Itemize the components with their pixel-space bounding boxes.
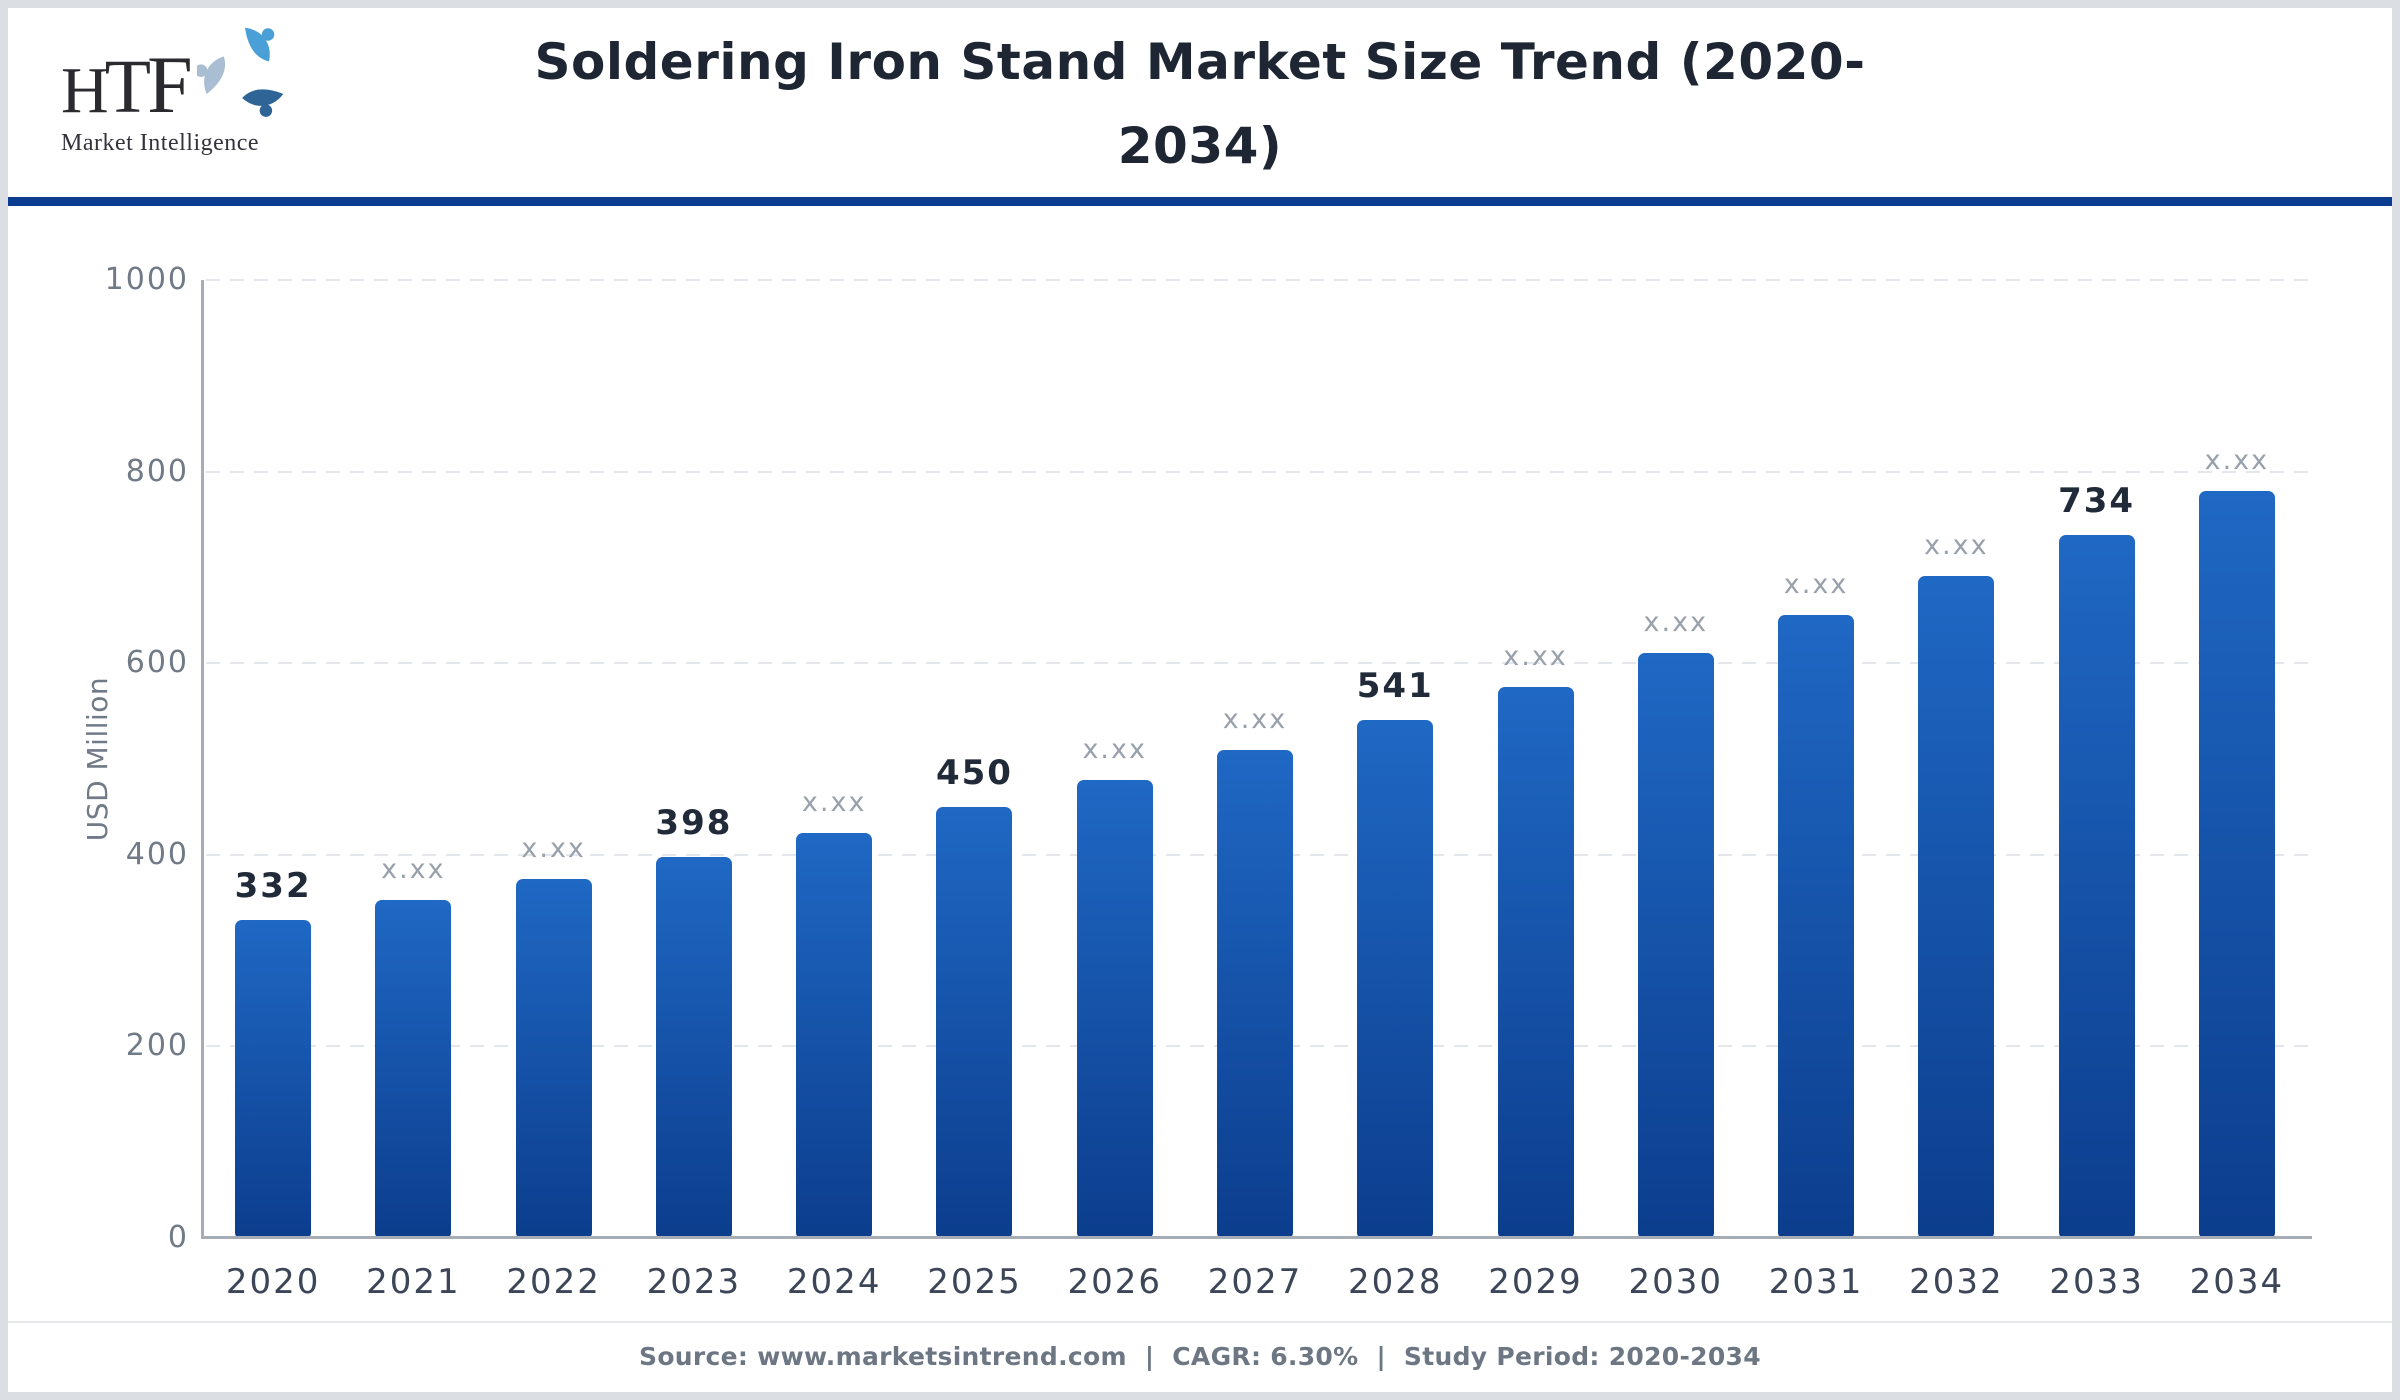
bar [655, 856, 732, 1238]
bar-value-label: 450 [935, 752, 1013, 793]
x-tick-label: 2028 [1348, 1262, 1443, 1302]
y-axis-line [201, 280, 204, 1238]
bar [375, 899, 452, 1238]
x-tick-label: 2024 [786, 1262, 882, 1302]
x-tick-label: 2029 [1488, 1262, 1583, 1302]
y-tick-label: 800 [125, 453, 189, 489]
bar [936, 806, 1013, 1238]
footer-divider [8, 1321, 2392, 1323]
chart-title-line1: Soldering Iron Stand Market Size Trend (… [534, 33, 1866, 91]
bar [515, 878, 592, 1238]
x-tick-label: 2032 [1909, 1262, 2004, 1302]
y-tick-label: 400 [125, 836, 189, 872]
x-tick-label: 2023 [646, 1262, 742, 1302]
x-tick-label: 2031 [1768, 1262, 1864, 1302]
bar-value-label: x.xx [1222, 704, 1288, 736]
x-tick-label: 2025 [927, 1262, 1022, 1302]
x-tick-label: 2021 [366, 1262, 461, 1302]
x-tick-label: 2022 [506, 1262, 601, 1302]
bar-value-label: x.xx [1643, 606, 1709, 638]
bar [1918, 576, 1995, 1238]
x-axis-line [201, 1236, 2312, 1239]
x-tick-label: 2020 [225, 1262, 321, 1302]
y-tick-label: 600 [125, 645, 189, 681]
htf-logo: H T F [55, 26, 335, 157]
bar-value-label: x.xx [1783, 569, 1849, 601]
chart-title-line2: 2034) [1117, 117, 1283, 175]
bar [1778, 615, 1855, 1238]
x-tick-label: 2033 [2049, 1262, 2144, 1302]
y-tick-label: 1000 [104, 262, 189, 297]
chart-title: Soldering Iron Stand Market Size Trend (… [0, 20, 2400, 188]
logo-letter-h: H [61, 54, 109, 127]
source-note: Source: www.marketsintrend.com | CAGR: 6… [639, 1342, 1761, 1371]
bar [2058, 534, 2135, 1238]
bar-value-label: x.xx [2204, 444, 2270, 476]
logo-letter-f: F [147, 39, 193, 130]
bar-value-label: 541 [1356, 665, 1434, 706]
logo-tagline: Market Intelligence [61, 130, 260, 156]
bar-value-label: x.xx [1503, 641, 1568, 673]
bar [235, 919, 312, 1238]
bar-value-label: x.xx [801, 786, 867, 818]
logo-mark: H T F [55, 26, 305, 130]
x-tick-label: 2034 [2189, 1262, 2285, 1302]
bar-value-label: 332 [234, 865, 312, 906]
gridline [206, 662, 2316, 665]
bar-value-label: 734 [2058, 480, 2136, 521]
bar [1076, 780, 1153, 1238]
gridline [206, 470, 2316, 473]
bar [1357, 719, 1434, 1238]
gridline [206, 279, 2316, 281]
logo-letter-t: T [104, 45, 152, 129]
header-divider-rule [0, 197, 2400, 206]
y-tick-label: 0 [167, 1220, 189, 1255]
bar [796, 832, 873, 1238]
bar-value-label: 398 [655, 802, 733, 843]
bar-value-label: x.xx [1082, 734, 1147, 766]
bar-value-label: x.xx [1924, 530, 1989, 562]
x-tick-label: 2030 [1628, 1262, 1724, 1302]
logo-wordmark: H T F [61, 38, 193, 132]
bar [1217, 750, 1293, 1238]
bar-value-label: x.xx [381, 853, 446, 885]
x-tick-label: 2026 [1067, 1262, 1162, 1302]
y-tick-label: 200 [125, 1028, 189, 1064]
bar [1637, 652, 1714, 1238]
bar-value-label: x.xx [521, 832, 586, 864]
x-tick-label: 2027 [1207, 1262, 1303, 1302]
bar [1497, 687, 1574, 1238]
bar [2198, 490, 2275, 1238]
logo-swirl-icon [197, 27, 284, 117]
